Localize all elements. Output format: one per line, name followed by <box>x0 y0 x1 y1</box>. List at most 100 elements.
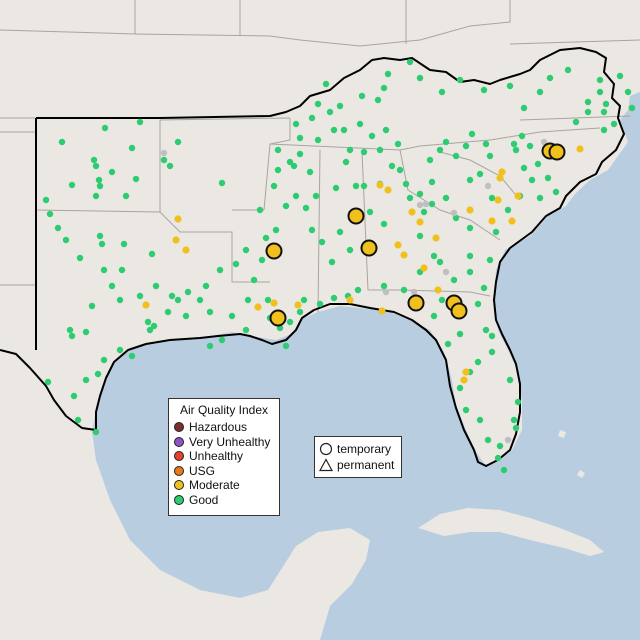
good-monitor-marker[interactable] <box>476 416 484 424</box>
good-monitor-marker[interactable] <box>136 118 144 126</box>
good-monitor-marker[interactable] <box>430 312 438 320</box>
good-monitor-marker[interactable] <box>94 370 102 378</box>
good-monitor-marker[interactable] <box>296 150 304 158</box>
good-monitor-marker[interactable] <box>466 268 474 276</box>
moderate-temporary-monitor-marker[interactable] <box>347 207 365 225</box>
good-monitor-marker[interactable] <box>428 178 436 186</box>
good-monitor-marker[interactable] <box>218 179 226 187</box>
good-monitor-marker[interactable] <box>300 296 308 304</box>
good-monitor-marker[interactable] <box>600 126 608 134</box>
good-monitor-marker[interactable] <box>584 98 592 106</box>
good-monitor-marker[interactable] <box>356 120 364 128</box>
good-monitor-marker[interactable] <box>510 416 518 424</box>
good-monitor-marker[interactable] <box>270 182 278 190</box>
good-monitor-marker[interactable] <box>88 302 96 310</box>
good-monitor-marker[interactable] <box>374 96 382 104</box>
good-monitor-marker[interactable] <box>316 300 324 308</box>
good-monitor-marker[interactable] <box>144 318 152 326</box>
good-monitor-marker[interactable] <box>474 300 482 308</box>
good-monitor-marker[interactable] <box>132 175 140 183</box>
good-monitor-marker[interactable] <box>624 88 632 96</box>
good-monitor-marker[interactable] <box>330 126 338 134</box>
good-monitor-marker[interactable] <box>82 376 90 384</box>
good-monitor-marker[interactable] <box>244 296 252 304</box>
good-monitor-marker[interactable] <box>596 76 604 84</box>
good-monitor-marker[interactable] <box>536 194 544 202</box>
good-monitor-marker[interactable] <box>450 276 458 284</box>
good-monitor-marker[interactable] <box>258 256 266 264</box>
good-monitor-marker[interactable] <box>466 252 474 260</box>
good-monitor-marker[interactable] <box>68 332 76 340</box>
good-monitor-marker[interactable] <box>290 162 298 170</box>
good-monitor-marker[interactable] <box>100 356 108 364</box>
good-monitor-marker[interactable] <box>108 282 116 290</box>
good-monitor-marker[interactable] <box>452 152 460 160</box>
no-data-monitor-marker[interactable] <box>484 182 492 190</box>
good-monitor-marker[interactable] <box>546 74 554 82</box>
moderate-temporary-monitor-marker[interactable] <box>548 143 566 161</box>
moderate-monitor-marker[interactable] <box>488 217 496 225</box>
good-monitor-marker[interactable] <box>286 158 294 166</box>
good-monitor-marker[interactable] <box>572 118 580 126</box>
good-monitor-marker[interactable] <box>96 182 104 190</box>
moderate-temporary-monitor-marker[interactable] <box>360 239 378 257</box>
good-monitor-marker[interactable] <box>318 238 326 246</box>
good-monitor-marker[interactable] <box>95 176 103 184</box>
monitor-markers[interactable] <box>42 58 636 474</box>
good-monitor-marker[interactable] <box>116 346 124 354</box>
good-monitor-marker[interactable] <box>46 210 54 218</box>
good-monitor-marker[interactable] <box>430 252 438 260</box>
good-monitor-marker[interactable] <box>108 168 116 176</box>
good-monitor-marker[interactable] <box>174 296 182 304</box>
good-monitor-marker[interactable] <box>384 70 392 78</box>
good-monitor-marker[interactable] <box>486 256 494 264</box>
good-monitor-marker[interactable] <box>296 134 304 142</box>
moderate-monitor-marker[interactable] <box>346 296 354 304</box>
good-monitor-marker[interactable] <box>306 168 314 176</box>
no-data-monitor-marker[interactable] <box>416 201 424 209</box>
moderate-monitor-marker[interactable] <box>498 168 506 176</box>
good-monitor-marker[interactable] <box>600 108 608 116</box>
good-monitor-marker[interactable] <box>520 104 528 112</box>
good-monitor-marker[interactable] <box>302 204 310 212</box>
good-monitor-marker[interactable] <box>388 162 396 170</box>
good-monitor-marker[interactable] <box>174 138 182 146</box>
good-monitor-marker[interactable] <box>396 166 404 174</box>
good-monitor-marker[interactable] <box>58 138 66 146</box>
good-monitor-marker[interactable] <box>336 102 344 110</box>
moderate-monitor-marker[interactable] <box>462 368 470 376</box>
good-monitor-marker[interactable] <box>494 454 502 462</box>
good-monitor-marker[interactable] <box>610 120 618 128</box>
good-monitor-marker[interactable] <box>486 152 494 160</box>
good-monitor-marker[interactable] <box>462 142 470 150</box>
moderate-monitor-marker[interactable] <box>384 186 392 194</box>
good-monitor-marker[interactable] <box>564 66 572 74</box>
good-monitor-marker[interactable] <box>510 140 518 148</box>
good-monitor-marker[interactable] <box>400 286 408 294</box>
good-monitor-marker[interactable] <box>376 146 384 154</box>
good-monitor-marker[interactable] <box>274 146 282 154</box>
good-monitor-marker[interactable] <box>118 266 126 274</box>
good-monitor-marker[interactable] <box>182 312 190 320</box>
good-monitor-marker[interactable] <box>428 200 436 208</box>
good-monitor-marker[interactable] <box>242 246 250 254</box>
good-monitor-marker[interactable] <box>602 100 610 108</box>
good-monitor-marker[interactable] <box>416 232 424 240</box>
good-monitor-marker[interactable] <box>96 232 104 240</box>
good-monitor-marker[interactable] <box>146 326 154 334</box>
moderate-monitor-marker[interactable] <box>254 303 262 311</box>
good-monitor-marker[interactable] <box>354 286 362 294</box>
good-monitor-marker[interactable] <box>340 126 348 134</box>
good-monitor-marker[interactable] <box>308 226 316 234</box>
good-monitor-marker[interactable] <box>526 142 534 150</box>
good-monitor-marker[interactable] <box>74 416 82 424</box>
good-monitor-marker[interactable] <box>544 174 552 182</box>
good-monitor-marker[interactable] <box>462 406 470 414</box>
good-monitor-marker[interactable] <box>528 176 536 184</box>
moderate-monitor-marker[interactable] <box>514 192 522 200</box>
good-monitor-marker[interactable] <box>346 146 354 154</box>
moderate-monitor-marker[interactable] <box>434 286 442 294</box>
good-monitor-marker[interactable] <box>468 130 476 138</box>
